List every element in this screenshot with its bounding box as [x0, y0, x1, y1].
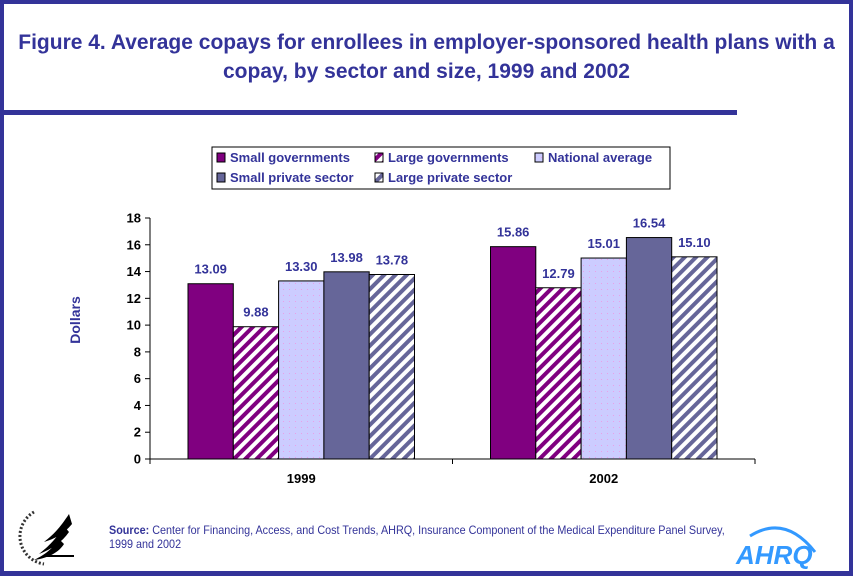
y-tick-label: 2 — [134, 425, 141, 440]
bar-small-governments — [187, 283, 234, 460]
y-tick-label: 10 — [127, 318, 141, 333]
legend-swatch — [216, 172, 226, 183]
data-label: 13.78 — [376, 253, 409, 268]
bar-small-governments — [490, 246, 537, 460]
y-tick-label: 16 — [127, 237, 141, 252]
source-note: Source: Center for Financing, Access, an… — [109, 523, 739, 551]
data-label: 12.79 — [542, 266, 575, 281]
legend-swatch — [374, 152, 384, 163]
legend-label: Large private sector — [388, 170, 512, 185]
title-divider — [0, 110, 737, 115]
y-tick-label: 14 — [127, 264, 142, 279]
legend-swatch — [374, 172, 384, 183]
y-axis-label: Dollars — [67, 296, 83, 344]
data-label: 16.54 — [633, 216, 666, 231]
bar-large-governments — [232, 326, 280, 460]
legend-label: Large governments — [388, 150, 509, 165]
bar-large-private-sector — [671, 256, 718, 460]
data-label: 15.01 — [587, 236, 620, 251]
source-label: Source: — [109, 523, 150, 537]
legend-label: Small private sector — [230, 170, 354, 185]
chart-title: Figure 4. Average copays for enrollees i… — [18, 31, 835, 83]
y-tick-label: 6 — [134, 371, 141, 386]
data-label: 13.09 — [194, 262, 227, 277]
y-tick-label: 18 — [127, 211, 141, 226]
legend-swatch — [216, 152, 226, 163]
frame-border-bottom — [0, 571, 853, 576]
y-tick-label: 4 — [134, 398, 142, 413]
data-label: 13.30 — [285, 259, 318, 274]
legend: Small governments Large governments Nation… — [211, 146, 671, 190]
x-tick-label: 1999 — [287, 471, 316, 486]
bar-large-private-sector — [368, 274, 416, 460]
data-label: 15.86 — [497, 225, 530, 240]
data-label: 15.10 — [678, 235, 711, 250]
legend-label: Small governments — [230, 150, 350, 165]
x-tick-label: 2002 — [589, 471, 618, 486]
bar-small-private-sector — [625, 237, 673, 460]
bar-national-average — [278, 280, 325, 460]
y-tick-label: 8 — [134, 344, 141, 359]
legend-label: National average — [548, 150, 652, 165]
data-label: 13.98 — [330, 250, 363, 265]
frame-border-left — [0, 0, 4, 576]
frame-border-right — [849, 0, 853, 576]
hhs-logo — [18, 510, 74, 566]
source-text: Center for Financing, Access, and Cost T… — [109, 523, 725, 551]
legend-swatch — [534, 152, 544, 163]
bar-national-average — [580, 257, 627, 460]
ahrq-logo-text: AHRQ — [735, 540, 813, 570]
data-label: 9.88 — [243, 305, 268, 320]
y-tick-label: 12 — [127, 291, 141, 306]
bar-small-private-sector — [323, 271, 370, 460]
ahrq-logo: AHRQ — [735, 526, 817, 570]
bar-large-governments — [535, 287, 582, 460]
frame-border-top — [0, 0, 853, 4]
y-tick-label: 0 — [134, 452, 141, 467]
